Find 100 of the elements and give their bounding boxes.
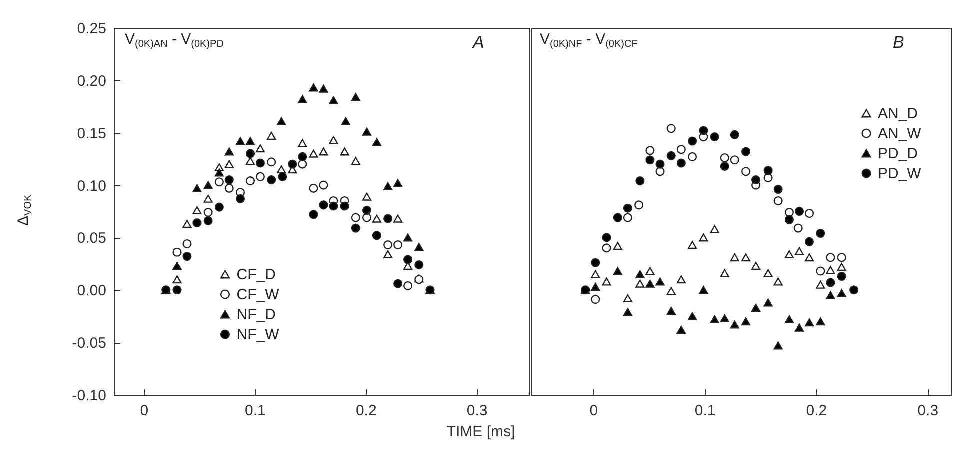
point	[794, 206, 804, 216]
point	[372, 138, 382, 146]
point	[656, 278, 665, 286]
point	[730, 320, 740, 329]
point	[246, 176, 256, 186]
legend-label: PD_W	[878, 166, 922, 182]
point	[224, 148, 234, 156]
point	[404, 234, 413, 242]
point	[688, 312, 698, 320]
point	[794, 324, 804, 332]
point	[277, 166, 286, 174]
point	[351, 93, 360, 102]
point	[277, 117, 286, 126]
point	[666, 287, 676, 296]
point	[741, 167, 751, 176]
point	[688, 241, 698, 250]
point	[710, 132, 720, 142]
point	[676, 326, 686, 334]
point	[816, 228, 826, 238]
point	[172, 248, 182, 257]
point	[298, 160, 308, 169]
point	[774, 184, 783, 194]
point	[784, 250, 794, 258]
point	[246, 137, 256, 146]
x-tick-label: 0.1	[694, 402, 716, 420]
point	[591, 295, 600, 304]
point	[256, 158, 266, 168]
point	[204, 208, 213, 218]
x-tick-label: 0.3	[466, 402, 488, 420]
point	[646, 156, 655, 165]
point	[298, 152, 308, 162]
point	[623, 294, 632, 303]
point	[319, 180, 328, 190]
point	[309, 150, 318, 158]
point	[710, 315, 720, 324]
point	[613, 267, 622, 276]
point	[720, 153, 730, 163]
point	[288, 160, 298, 169]
point	[362, 206, 372, 215]
point	[384, 240, 393, 250]
point	[192, 218, 202, 228]
point	[182, 220, 192, 228]
point	[804, 318, 814, 327]
point	[602, 244, 612, 253]
x-tick-label: 0.2	[806, 402, 828, 420]
point	[309, 184, 318, 193]
point	[236, 137, 246, 146]
point	[688, 152, 698, 162]
point	[646, 146, 655, 156]
point	[837, 272, 846, 282]
point	[613, 242, 622, 250]
x-tick-label: 0	[590, 402, 598, 420]
point	[224, 184, 234, 193]
point	[764, 166, 773, 176]
point	[774, 342, 783, 350]
point	[666, 307, 676, 316]
point	[764, 269, 773, 278]
legend-label: AN_D	[878, 106, 918, 122]
point	[309, 210, 318, 220]
point	[298, 139, 308, 148]
point	[319, 148, 328, 156]
point	[688, 136, 698, 146]
point	[623, 204, 632, 213]
point	[804, 254, 814, 262]
point	[741, 254, 751, 262]
point	[394, 214, 403, 223]
point	[794, 224, 803, 233]
point	[224, 160, 234, 168]
point	[214, 178, 224, 187]
legend-label: CF_W	[236, 286, 280, 304]
point	[267, 176, 276, 185]
point	[720, 314, 730, 322]
point	[394, 240, 403, 250]
point	[826, 253, 836, 262]
legend-label: PD_D	[878, 146, 918, 162]
point	[394, 279, 403, 288]
legend-label: NF_D	[236, 306, 276, 324]
point	[720, 162, 730, 171]
point	[730, 156, 740, 165]
point	[319, 200, 328, 210]
point	[826, 278, 836, 288]
y-tick-label: 0.00	[77, 282, 106, 300]
point	[204, 216, 213, 226]
point	[666, 124, 676, 134]
point	[774, 196, 783, 206]
y-tick-label: 0.10	[77, 178, 106, 195]
point	[764, 298, 773, 307]
point	[784, 215, 794, 224]
point	[404, 255, 413, 264]
point	[636, 176, 645, 186]
point	[837, 263, 846, 272]
point	[224, 176, 234, 185]
point	[182, 239, 192, 249]
point	[816, 280, 826, 289]
point	[666, 151, 676, 160]
point	[404, 281, 413, 290]
point	[172, 276, 182, 284]
point	[741, 318, 751, 326]
point	[414, 243, 424, 252]
point	[634, 200, 644, 210]
